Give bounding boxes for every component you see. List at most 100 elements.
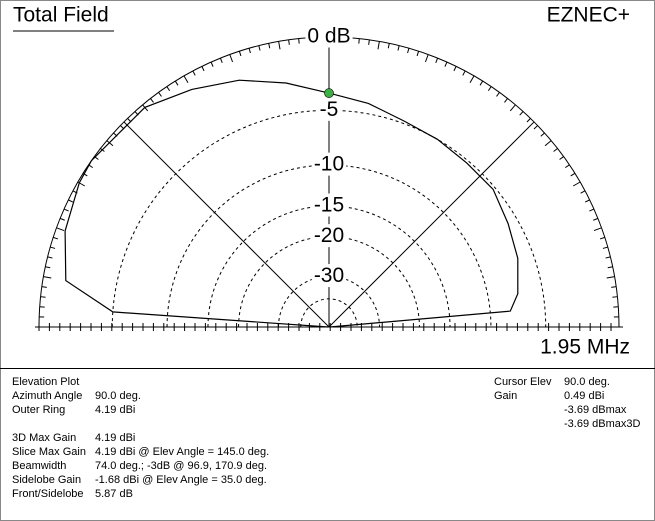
cursor-value: -3.69 dBmax3D bbox=[564, 418, 640, 430]
rim-tick bbox=[533, 125, 538, 130]
rim-tick bbox=[584, 199, 590, 203]
ring-label: -5 bbox=[320, 98, 339, 121]
info-value: 74.0 deg.; -3dB @ 96.9, 170.9 deg. bbox=[95, 460, 267, 472]
rim-tick bbox=[166, 86, 171, 92]
rim-tick bbox=[298, 38, 300, 44]
cursor-value: -3.69 dBmax bbox=[564, 404, 627, 416]
info-value: 90.0 deg. bbox=[95, 390, 141, 402]
cursor-value: 90.0 deg. bbox=[564, 376, 610, 388]
info-label: Sidelobe Gain bbox=[12, 474, 81, 486]
rim-tick bbox=[496, 92, 500, 97]
info-label: Azimuth Angle bbox=[12, 390, 82, 402]
rim-tick bbox=[540, 132, 545, 137]
rim-tick bbox=[377, 41, 380, 50]
rim-tick bbox=[612, 296, 618, 298]
info-label: Beamwidth bbox=[12, 460, 66, 472]
rim-tick bbox=[150, 98, 154, 103]
spoke bbox=[328, 121, 535, 328]
rim-tick bbox=[358, 38, 360, 44]
rim-tick bbox=[479, 80, 484, 86]
rim-tick bbox=[519, 111, 524, 116]
ring-label-bg bbox=[311, 193, 347, 217]
rim-tick bbox=[248, 48, 251, 54]
grid-ring bbox=[300, 298, 358, 328]
rim-tick bbox=[593, 217, 599, 221]
rim-tick bbox=[564, 164, 570, 169]
ring-label: -15 bbox=[314, 194, 344, 217]
rim-tick bbox=[504, 98, 508, 103]
rim-tick bbox=[43, 276, 52, 279]
info-value: -1.68 dBi @ Elev Angle = 35.0 deg. bbox=[95, 474, 267, 486]
rim-tick bbox=[397, 45, 400, 51]
chart-title: Total Field bbox=[13, 4, 109, 27]
cursor-label: Cursor Elev bbox=[494, 376, 552, 388]
ring-label: -10 bbox=[314, 153, 344, 176]
ring-label: -30 bbox=[314, 264, 344, 287]
ring-label: 0 dB bbox=[307, 25, 350, 48]
rim-tick bbox=[53, 236, 59, 240]
rim-tick bbox=[593, 227, 602, 232]
info-label: 3D Max Gain bbox=[12, 432, 76, 444]
rim-tick bbox=[444, 61, 448, 67]
cursor-value: 0.49 dBi bbox=[564, 390, 604, 402]
rim-tick bbox=[40, 296, 46, 298]
rim-tick bbox=[453, 66, 457, 72]
rim-tick bbox=[580, 190, 586, 194]
rim-tick bbox=[56, 227, 65, 232]
brand: EZNEC+ bbox=[547, 4, 630, 27]
cursor-label: Gain bbox=[494, 390, 517, 402]
rim-tick bbox=[526, 118, 531, 123]
rim-tick bbox=[288, 39, 290, 45]
rim-tick bbox=[219, 57, 223, 63]
rim-tick bbox=[544, 140, 552, 147]
rim-tick bbox=[606, 276, 615, 279]
rim-tick bbox=[210, 61, 214, 67]
rim-tick bbox=[605, 256, 611, 259]
rim-tick bbox=[469, 75, 475, 84]
rim-tick bbox=[258, 45, 261, 51]
ring-label-bg bbox=[311, 264, 347, 288]
rim-tick bbox=[462, 70, 466, 76]
rim-tick bbox=[41, 286, 47, 288]
rim-tick bbox=[278, 41, 281, 50]
info-value: 4.19 dBi @ Elev Angle = 145.0 deg. bbox=[95, 446, 269, 458]
rim-tick bbox=[572, 181, 581, 187]
rim-tick bbox=[183, 75, 189, 84]
rim-tick bbox=[174, 80, 179, 86]
rim-tick bbox=[570, 172, 576, 177]
rim-tick bbox=[607, 266, 613, 269]
ring-label-bg bbox=[311, 152, 347, 176]
rim-tick bbox=[487, 86, 492, 92]
rim-tick bbox=[59, 217, 65, 221]
info-label: Front/Sidelobe bbox=[12, 488, 84, 500]
rim-tick bbox=[238, 51, 242, 57]
rim-tick bbox=[158, 92, 162, 97]
frequency: 1.95 MHz bbox=[540, 336, 630, 359]
ring-label-bg bbox=[311, 224, 347, 248]
info-label: Outer Ring bbox=[12, 404, 65, 416]
rim-tick bbox=[368, 39, 370, 45]
rim-tick bbox=[559, 156, 564, 160]
rim-tick bbox=[435, 57, 439, 63]
rim-tick bbox=[268, 43, 271, 49]
rim-tick bbox=[50, 246, 56, 249]
rim-tick bbox=[407, 48, 410, 54]
info-label: Slice Max Gain bbox=[12, 446, 86, 458]
rim-tick bbox=[599, 236, 605, 240]
rim-tick bbox=[142, 104, 149, 112]
rim-tick bbox=[424, 54, 429, 63]
rim-tick bbox=[229, 54, 234, 63]
ring-label: -20 bbox=[314, 224, 344, 247]
info-value: 5.87 dB bbox=[95, 488, 133, 500]
rim-tick bbox=[589, 208, 595, 212]
rim-tick bbox=[611, 286, 617, 288]
rim-tick bbox=[602, 246, 608, 249]
cursor-point bbox=[324, 88, 334, 98]
info-value: 4.19 dBi bbox=[95, 432, 135, 444]
rim-tick bbox=[416, 51, 420, 57]
rim-tick bbox=[47, 256, 53, 259]
rim-tick bbox=[553, 148, 558, 152]
rim-tick bbox=[106, 140, 114, 147]
